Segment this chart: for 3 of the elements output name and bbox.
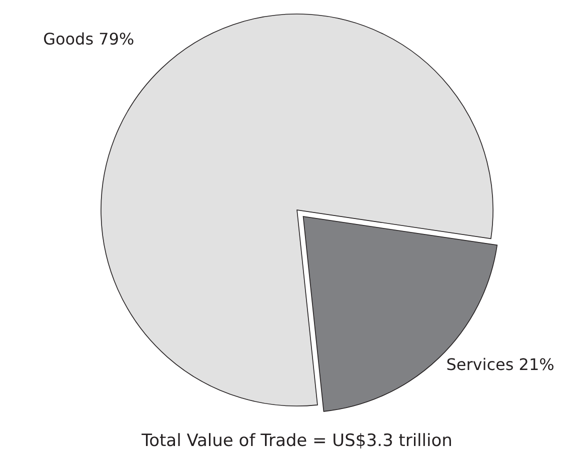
slice-label: Goods 79% <box>43 30 134 49</box>
slice-label: Services 21% <box>446 354 554 374</box>
text: Total Value of Trade = US$3.3 trillion <box>140 431 452 451</box>
